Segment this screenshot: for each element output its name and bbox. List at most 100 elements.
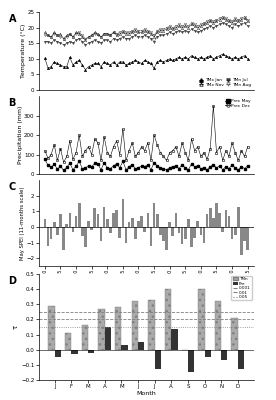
Bar — [90, 227, 93, 230]
Bar — [218, 213, 221, 227]
Bar — [221, 227, 224, 232]
Bar — [234, 227, 237, 235]
Bar — [84, 227, 87, 247]
Bar — [71, 350, 78, 354]
Text: A: A — [9, 14, 16, 24]
Bar — [44, 219, 46, 227]
Bar — [140, 216, 143, 227]
Y-axis label: Temperature (°C): Temperature (°C) — [21, 24, 26, 78]
Bar — [75, 216, 77, 227]
Bar — [215, 204, 218, 227]
Bar — [121, 199, 124, 227]
Bar — [98, 309, 105, 350]
Bar — [221, 350, 227, 360]
Text: C: C — [9, 182, 16, 192]
Bar — [112, 213, 115, 227]
Bar — [187, 219, 190, 227]
Bar — [153, 204, 155, 227]
Bar — [82, 326, 88, 350]
Bar — [134, 227, 137, 240]
Bar — [188, 350, 194, 372]
Bar — [156, 214, 158, 227]
Y-axis label: τ: τ — [12, 325, 18, 329]
Bar — [72, 227, 74, 232]
Bar — [50, 227, 52, 240]
Bar — [198, 289, 205, 350]
Bar — [87, 221, 90, 227]
Bar — [115, 307, 121, 350]
Bar — [88, 350, 94, 353]
Bar — [206, 214, 208, 227]
Legend: TMx Jan, TMx Nov, TMn Jul, TMn Aug: TMx Jan, TMx Nov, TMn Jul, TMn Aug — [198, 77, 252, 88]
Bar — [205, 350, 211, 357]
Bar — [155, 350, 161, 370]
Bar — [237, 206, 240, 227]
Bar — [144, 227, 146, 232]
Bar — [200, 227, 202, 235]
Bar — [240, 227, 243, 255]
Bar — [224, 210, 227, 227]
Bar — [105, 327, 111, 350]
Bar — [81, 227, 84, 236]
Bar — [78, 204, 81, 227]
Bar — [56, 227, 59, 235]
Bar — [65, 333, 71, 350]
Legend: Prec May, Prec Dec: Prec May, Prec Dec — [224, 98, 252, 109]
Bar — [165, 289, 171, 350]
Bar — [47, 227, 49, 246]
Bar — [94, 208, 96, 227]
Bar — [53, 222, 55, 227]
Bar — [131, 218, 134, 227]
Y-axis label: Precipitation (mm): Precipitation (mm) — [18, 106, 23, 164]
Bar — [209, 208, 212, 227]
Bar — [165, 227, 168, 250]
Text: B: B — [9, 98, 16, 108]
Bar — [55, 350, 61, 357]
Bar — [115, 210, 118, 227]
Bar — [232, 318, 238, 350]
X-axis label: Year: Year — [140, 283, 153, 288]
Bar — [48, 306, 55, 350]
Bar — [162, 227, 165, 241]
Bar — [100, 227, 102, 241]
Bar — [109, 227, 112, 233]
Bar — [231, 227, 233, 240]
Text: D: D — [9, 276, 17, 286]
Bar — [238, 350, 244, 370]
Bar — [246, 227, 249, 250]
Bar — [203, 227, 205, 242]
Bar — [106, 219, 109, 227]
Bar — [97, 214, 99, 227]
Bar — [103, 206, 105, 227]
Bar — [148, 300, 155, 350]
Bar — [171, 227, 174, 236]
Bar — [178, 227, 181, 233]
Bar — [168, 222, 171, 227]
Bar — [118, 227, 121, 238]
Bar — [197, 221, 199, 227]
Bar — [138, 342, 144, 350]
Bar — [215, 301, 221, 350]
Bar — [68, 213, 71, 227]
Bar — [121, 345, 128, 350]
Bar — [212, 218, 215, 227]
Bar — [171, 328, 177, 350]
X-axis label: Month: Month — [136, 390, 156, 396]
Bar — [147, 213, 149, 227]
Bar — [65, 224, 68, 227]
Bar — [184, 227, 187, 240]
Bar — [181, 227, 184, 244]
Bar — [59, 214, 62, 227]
Bar — [150, 227, 152, 246]
Bar — [175, 213, 177, 227]
Bar — [132, 301, 138, 350]
Legend: TMn, Pre, 0.001, 0.01, 0.05: TMn, Pre, 0.001, 0.01, 0.05 — [232, 276, 252, 300]
Bar — [128, 222, 131, 227]
Bar — [190, 227, 193, 247]
Bar — [159, 227, 162, 235]
Bar — [62, 227, 65, 250]
Bar — [243, 227, 246, 241]
Bar — [193, 227, 196, 238]
Bar — [125, 227, 127, 242]
Y-axis label: May SPEI (11-months scale): May SPEI (11-months scale) — [20, 186, 25, 260]
